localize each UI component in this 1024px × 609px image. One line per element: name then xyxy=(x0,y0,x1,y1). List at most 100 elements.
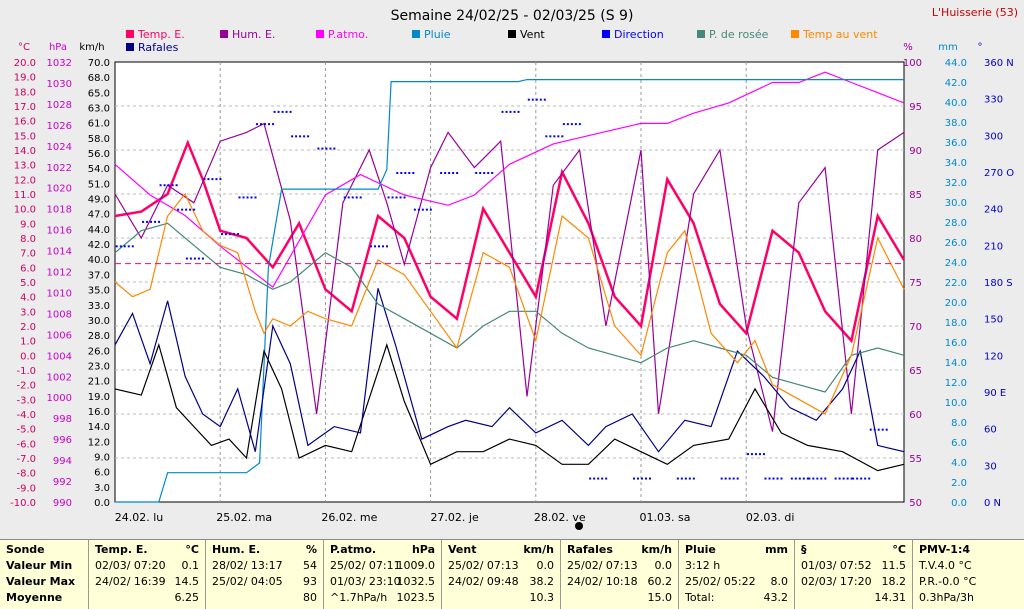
legend-label: Rafales xyxy=(138,41,179,54)
stats-cell-label: 24/02/ 09:48 xyxy=(448,575,519,588)
direction-point xyxy=(399,196,402,199)
direction-point xyxy=(842,477,845,480)
stats-unit: km/h xyxy=(641,543,672,556)
wind-tick-label: 12.0 xyxy=(88,437,110,448)
legend: Temp. E. Hum. E. P.atmo. Pluie Vent Direction… xyxy=(126,28,878,54)
pressure-tick-label: 1024 xyxy=(47,142,72,153)
direction-point xyxy=(303,135,306,138)
moon-phase-icon xyxy=(575,522,583,530)
direction-point xyxy=(370,245,372,248)
direction-point xyxy=(185,257,188,260)
legend-swatch xyxy=(126,43,134,51)
direction-point xyxy=(780,477,783,480)
direction-point xyxy=(289,110,292,113)
direction-point xyxy=(440,172,443,174)
stats-row: 25/02/ 07:13 0.0 xyxy=(442,558,560,574)
direction-point xyxy=(412,172,415,174)
stats-row: 6.25 xyxy=(89,590,205,606)
stats-row: 25/02/ 04:05 93 xyxy=(206,574,323,590)
stats-cell-label: 02/03/ 17:20 xyxy=(801,575,872,588)
direction-point xyxy=(325,147,328,150)
weather-chart: 20.0 19.0 18.0 17.0 16.0 15.0 14.0 13.0 12.0 11.0… xyxy=(10,6,1018,530)
direction-point xyxy=(806,477,809,480)
stats-header-row: Rafales km/h xyxy=(561,542,678,558)
temp-tick-label: 13.0 xyxy=(14,161,36,172)
rain-tick-label: 28.0 xyxy=(945,218,967,229)
stats-cell-label: 25/02/ 07:13 xyxy=(448,559,519,572)
direction-point xyxy=(207,178,210,181)
direction-point xyxy=(688,477,691,480)
temp-tick-label: 4.0 xyxy=(20,293,36,304)
wind-tick-label: 61.0 xyxy=(88,119,110,130)
wind-tick-label: 26.0 xyxy=(88,346,110,357)
stats-cell-label: 0.3hPa/3h xyxy=(919,591,975,604)
pressure-tick-label: 996 xyxy=(53,435,72,446)
rain-tick-label: 32.0 xyxy=(945,178,967,189)
pressure-tick-label: 1026 xyxy=(47,121,72,132)
axes-layer: 20.0 19.0 18.0 17.0 16.0 15.0 14.0 13.0 12.0 11.0… xyxy=(10,42,1014,530)
direction-point xyxy=(732,477,735,480)
direction-point xyxy=(692,477,695,480)
stats-cell-value: 15.0 xyxy=(647,591,673,604)
stats-header: PMV-1:4 xyxy=(919,543,970,556)
stats-row: 0.3hPa/3h xyxy=(913,590,1024,606)
direction-point xyxy=(852,477,855,480)
stats-column: Sonde Valeur Min Valeur Max Moyenne xyxy=(0,540,88,609)
legend-swatch xyxy=(220,30,228,38)
direction-point xyxy=(633,477,635,480)
stats-header-row: Temp. E. °C xyxy=(89,542,205,558)
stats-cell-value: 14.31 xyxy=(874,591,907,604)
grid xyxy=(115,62,904,502)
stats-row: 10.3 xyxy=(442,590,560,606)
chart-title: Semaine 24/02/25 - 02/03/25 (S 9) xyxy=(391,8,634,24)
stats-header: Sonde xyxy=(6,543,45,556)
rain-tick-label: 44.0 xyxy=(945,58,967,69)
direction-point xyxy=(224,233,227,236)
rain-tick-label: 4.0 xyxy=(951,458,967,469)
stats-row: 24/02/ 09:48 38.2 xyxy=(442,574,560,590)
direction-point xyxy=(201,257,204,260)
direction-point xyxy=(479,172,482,174)
pressure-tick-label: 1022 xyxy=(47,163,72,174)
wind-tick-label: 33.0 xyxy=(88,301,110,312)
humidity-tick-label: 55 xyxy=(909,454,922,465)
legend-label: P.atmo. xyxy=(328,28,368,41)
stats-cell-label: 24/02/ 10:18 xyxy=(567,575,638,588)
humidity-tick-label: 75 xyxy=(909,278,922,289)
legend-swatch xyxy=(412,30,420,38)
direction-point xyxy=(285,110,288,113)
stats-header-row: Hum. E.% xyxy=(206,542,323,558)
stats-header-row: PMV-1:4 xyxy=(913,542,1024,558)
stats-cell-value: 11.5 xyxy=(881,559,907,572)
direction-point xyxy=(873,428,876,431)
direction-point xyxy=(404,172,407,174)
direction-point xyxy=(417,208,420,211)
direction-point xyxy=(119,245,122,248)
legend-swatch xyxy=(791,30,799,38)
temp-tick-label: 11.0 xyxy=(14,190,36,201)
direction-point xyxy=(115,245,118,248)
wind-tick-label: 16.0 xyxy=(88,407,110,418)
direction-point xyxy=(868,477,871,480)
stats-row: 24/02/ 10:18 60.2 xyxy=(561,574,678,590)
direction-point xyxy=(154,220,157,223)
direction-point xyxy=(291,135,294,138)
legend-label: Hum. E. xyxy=(232,28,275,41)
stats-cell-label: 3:12 h xyxy=(685,559,721,572)
wind-tick-label: 63.0 xyxy=(88,104,110,115)
wind-tick-label: 21.0 xyxy=(88,377,110,388)
direction-point xyxy=(505,110,508,113)
pressure-tick-label: 992 xyxy=(53,477,72,488)
stats-header-row: Pluie mm xyxy=(679,542,794,558)
direction-point xyxy=(343,196,346,199)
direction-tick-label: 150 xyxy=(984,315,1003,326)
wind-tick-label: 65.0 xyxy=(88,88,110,99)
stats-cell-value: 1009.0 xyxy=(396,559,436,572)
stats-column: Hum. E.% 28/02/ 13:17 54 25/02/ 04:05 93 80 xyxy=(205,540,323,609)
wind-tick-label: 3.0 xyxy=(94,483,110,494)
direction-point xyxy=(175,184,178,187)
stats-header-row: Vent km/h xyxy=(442,542,560,558)
direction-point xyxy=(754,453,757,456)
direction-point xyxy=(321,147,324,150)
direction-point xyxy=(299,135,302,138)
